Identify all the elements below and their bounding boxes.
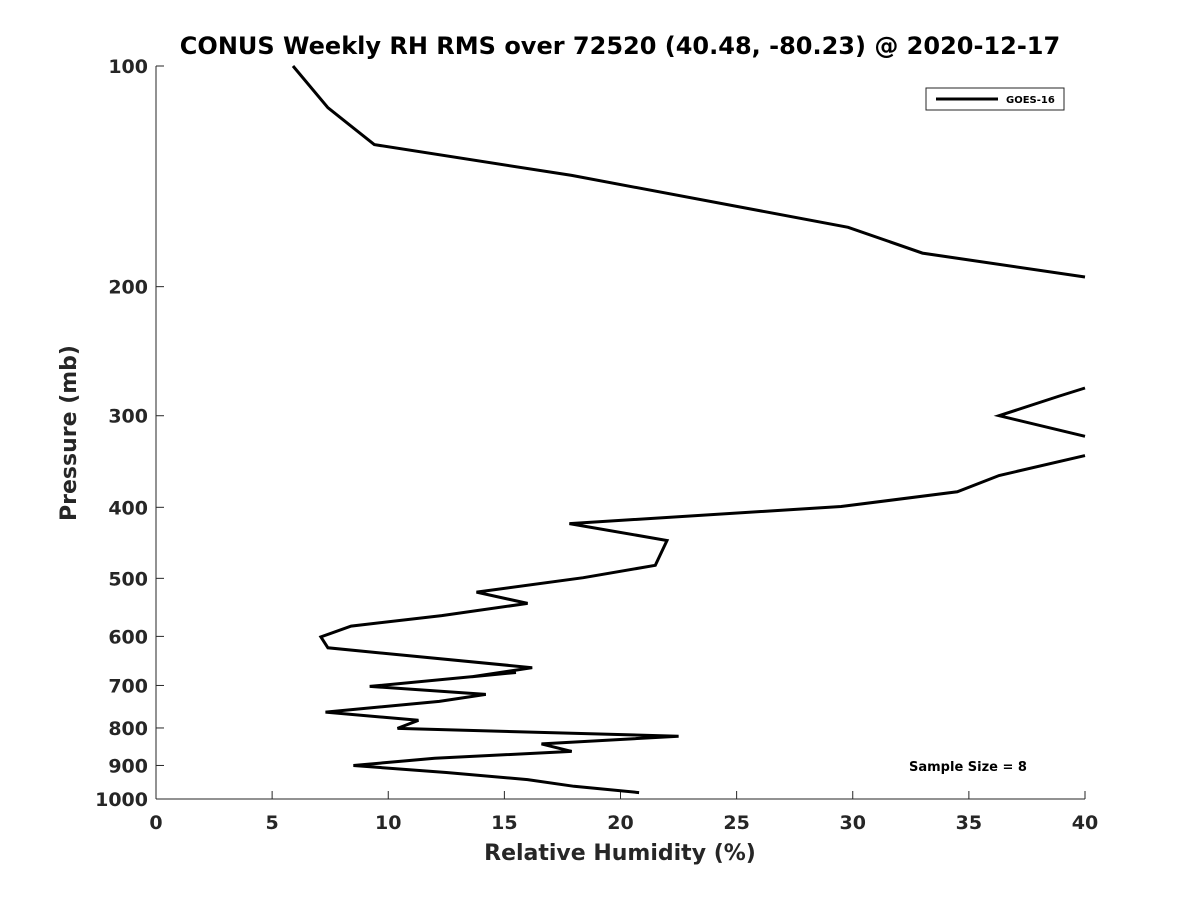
y-tick-label: 800 (108, 718, 148, 740)
legend-label-goes-16: GOES-16 (1006, 95, 1055, 106)
y-tick-label: 500 (108, 568, 148, 590)
x-tick-label: 35 (956, 812, 982, 834)
y-tick-label: 300 (108, 406, 148, 428)
y-tick-label: 200 (108, 277, 148, 299)
x-tick-label: 20 (607, 812, 633, 834)
x-tick-label: 25 (723, 812, 749, 834)
series-line-goes-16-segment-2 (993, 386, 1086, 438)
x-tick-label: 10 (375, 812, 401, 834)
sample-size-annotation: Sample Size = 8 (909, 760, 1027, 775)
series-line-goes-16-segment-1 (291, 65, 1086, 279)
y-tick-label: 1000 (95, 789, 148, 811)
x-tick-label: 15 (491, 812, 517, 834)
y-tick-label: 100 (108, 56, 148, 78)
x-axis-label: Relative Humidity (%) (484, 841, 756, 866)
x-tick-label: 30 (840, 812, 866, 834)
x-tick-label: 5 (266, 812, 279, 834)
y-tick-label: 400 (108, 497, 148, 519)
x-axis-ticks: 0 5 10 15 20 25 30 35 40 (149, 791, 1098, 834)
y-axis-ticks: 100 200 300 400 500 600 700 800 900 1000 (95, 56, 164, 811)
y-axis-label: Pressure (mb) (57, 345, 82, 521)
y-tick-label: 700 (108, 675, 148, 697)
legend: GOES-16 (925, 87, 1065, 111)
series-line-goes-16-segment-3 (318, 454, 1086, 795)
x-tick-label: 0 (149, 812, 162, 834)
chart-title: CONUS Weekly RH RMS over 72520 (40.48, -… (180, 32, 1060, 60)
y-tick-label: 900 (108, 755, 148, 777)
series-layer (291, 65, 1086, 795)
y-tick-label: 600 (108, 626, 148, 648)
x-tick-label: 40 (1072, 812, 1098, 834)
